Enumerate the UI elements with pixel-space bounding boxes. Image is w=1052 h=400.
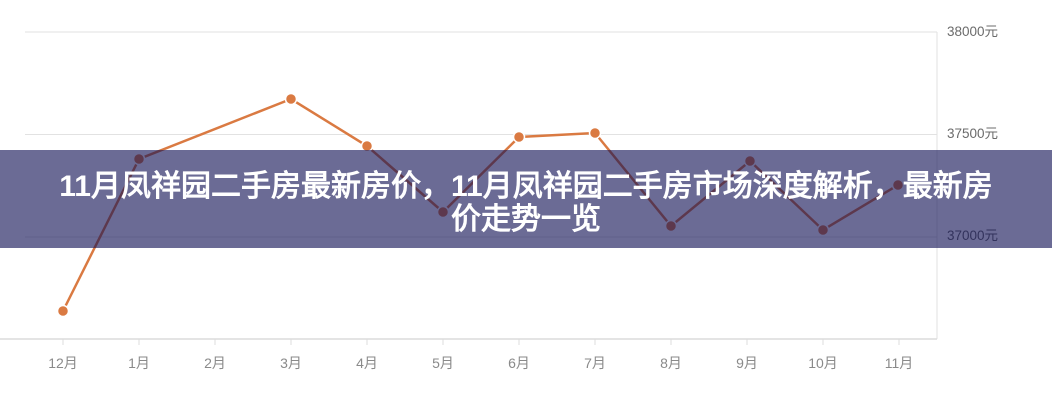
svg-text:12月: 12月 [48, 355, 78, 371]
svg-text:6月: 6月 [508, 355, 530, 371]
svg-text:3月: 3月 [280, 355, 302, 371]
svg-text:37500元: 37500元 [947, 126, 998, 141]
svg-text:5月: 5月 [432, 355, 454, 371]
svg-text:8月: 8月 [660, 355, 682, 371]
svg-text:11月: 11月 [885, 355, 914, 371]
svg-text:38000元: 38000元 [947, 24, 998, 39]
svg-text:1月: 1月 [128, 355, 150, 371]
svg-text:7月: 7月 [584, 355, 606, 371]
svg-text:4月: 4月 [356, 355, 378, 371]
svg-text:2月: 2月 [204, 355, 226, 371]
svg-text:9月: 9月 [736, 355, 758, 371]
svg-text:10月: 10月 [808, 355, 838, 371]
